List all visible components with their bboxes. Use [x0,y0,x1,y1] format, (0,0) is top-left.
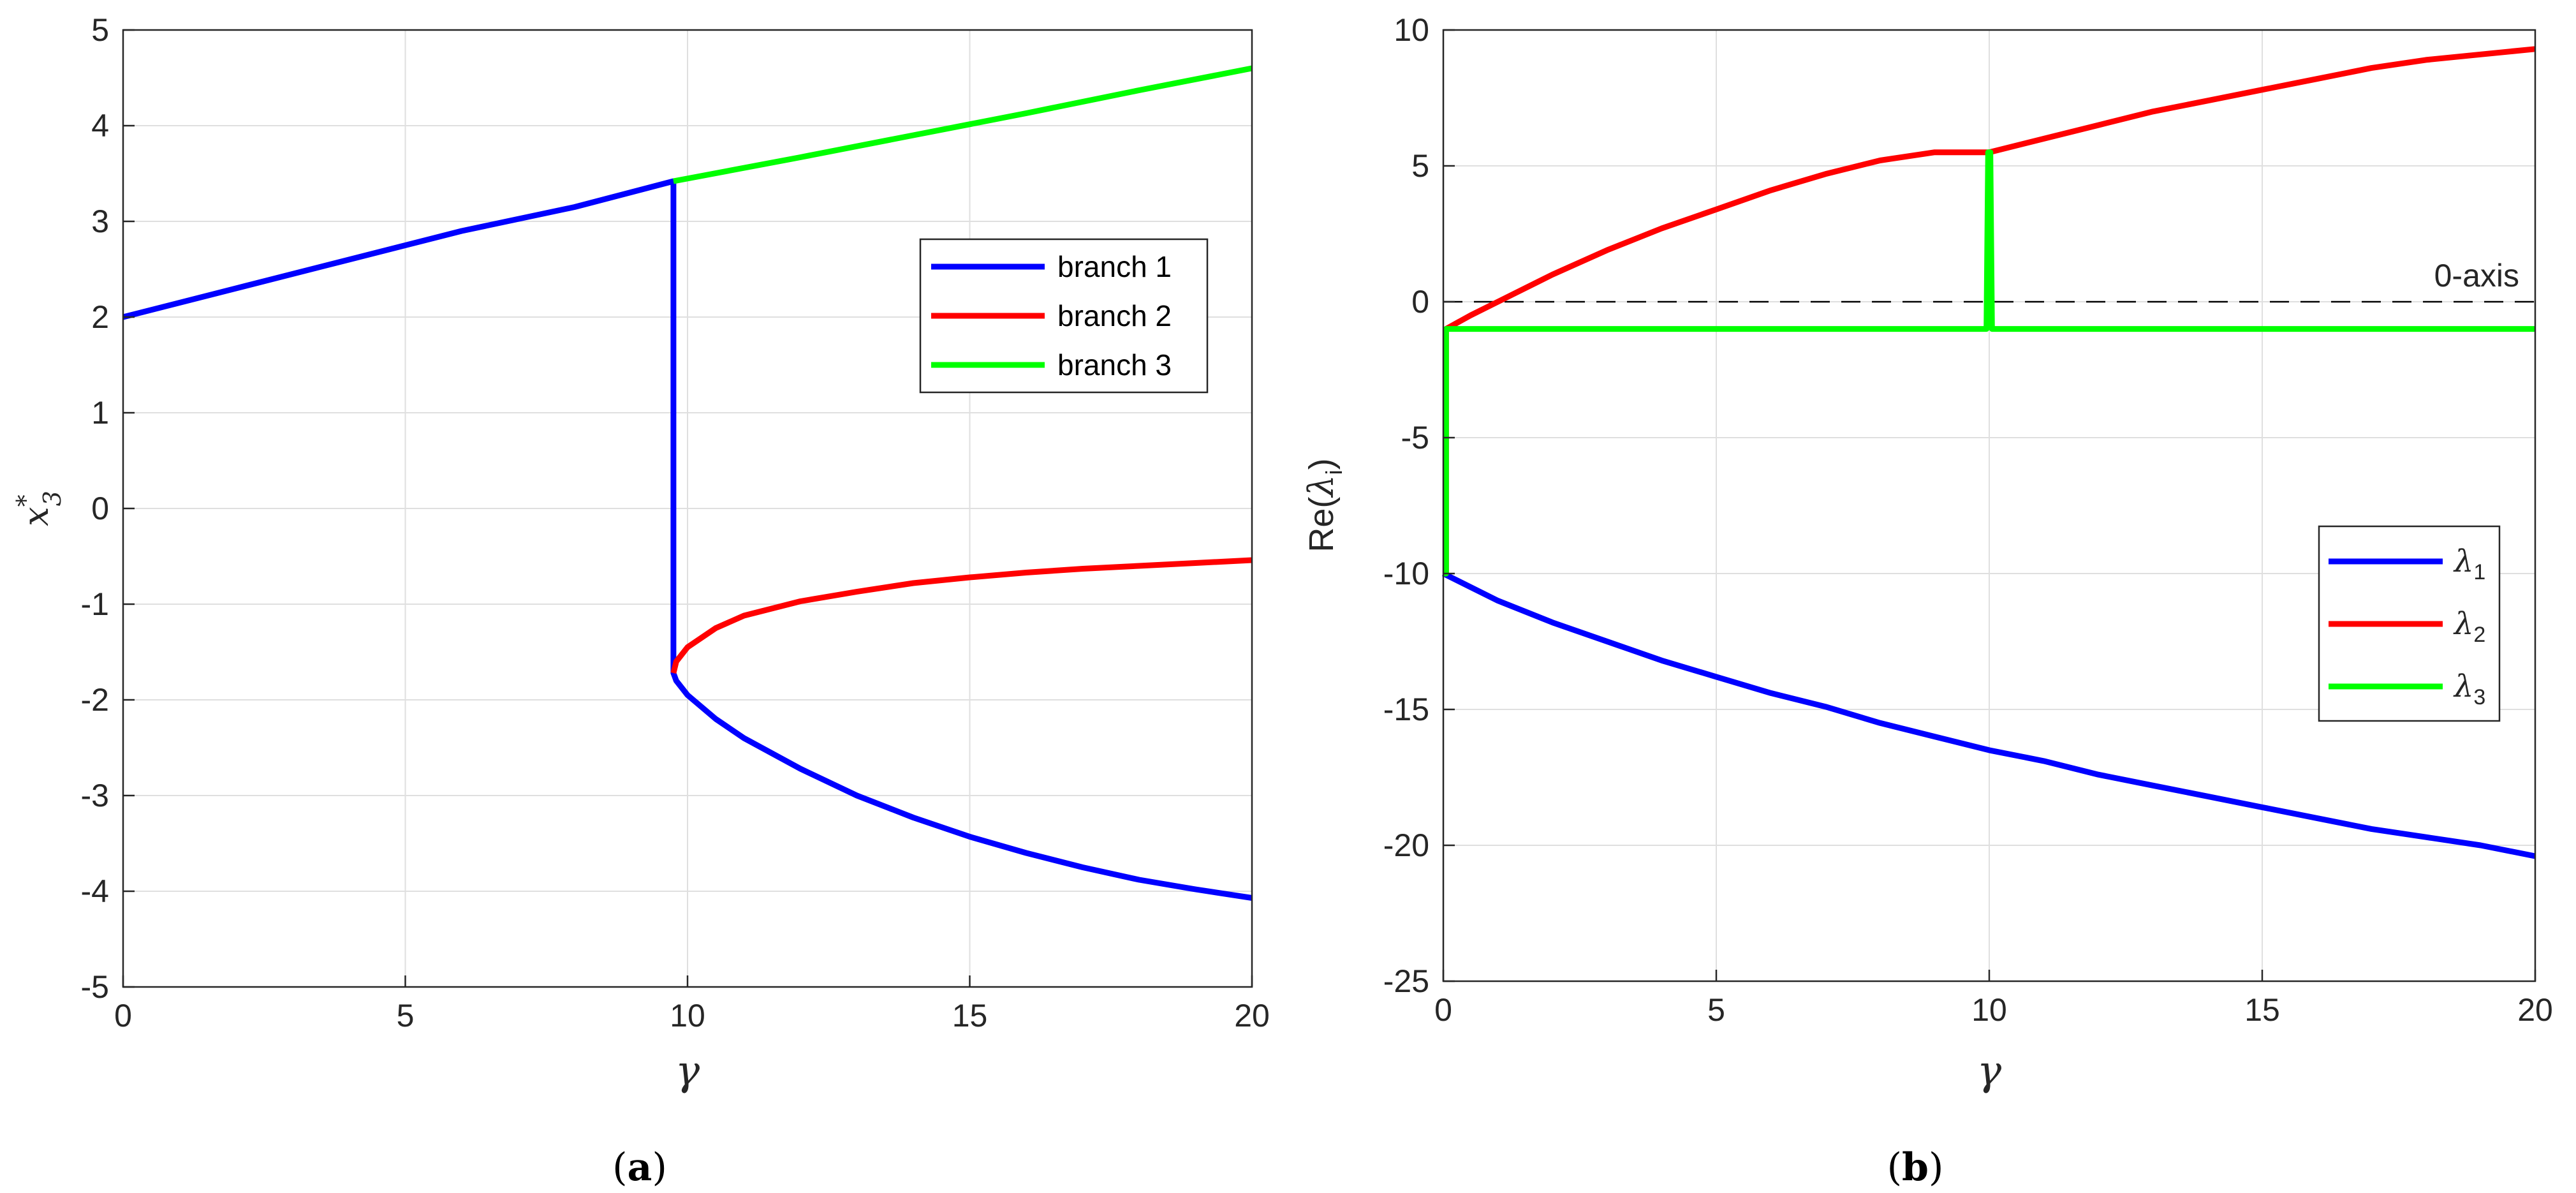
y-axis-label-b: Re(λi) [1301,458,1347,552]
series-line-branch-1 [122,178,1253,901]
panel-a: 0 5 10 15 20 -5 -4 -3 -2 -1 0 1 2 3 4 5 γ x*3 branch 1 … [11,12,1270,1190]
y-tick-label: -2 [81,682,109,718]
x-tick-label: 20 [1234,998,1270,1034]
tick-labels-b: 0 5 10 15 20 -25 -20 -15 -10 -5 0 5 10 [1383,12,2553,1028]
tick-labels-a: 0 5 10 15 20 -5 -4 -3 -2 -1 0 1 2 3 4 5 [81,12,1270,1034]
legend-label-lambda-2: λ2 [2453,606,2485,647]
grid-a [122,29,1253,988]
y-tick-label: -5 [1401,420,1429,456]
legend-label-branch-3: branch 3 [1057,348,1172,382]
y-tick-label: 1 [91,395,109,431]
x-tick-label: 20 [2517,992,2553,1028]
y-tick-label: -15 [1383,692,1429,727]
series-line-lambda-2 [1443,46,2536,577]
y-tick-label: 5 [1411,148,1429,184]
series-line-lambda-1 [1441,570,2536,859]
caption-b: (b) [1887,1145,1944,1190]
legend-label-branch-2: branch 2 [1057,299,1172,332]
x-tick-label: 15 [2244,992,2280,1028]
zero-axis-annotation: 0-axis [2434,258,2519,293]
x-tick-label: 10 [670,998,705,1034]
series-a [122,65,1253,901]
y-tick-label: 10 [1394,12,1429,48]
y-tick-label: -25 [1383,963,1429,999]
x-tick-label: 5 [1707,992,1725,1028]
legend-label-lambda-1: λ1 [2453,544,2485,584]
x-tick-label: 0 [1434,992,1452,1028]
y-tick-label: 3 [91,204,109,239]
x-tick-label: 0 [114,998,132,1034]
x-tick-label: 10 [1971,992,2007,1028]
series-line-branch-3 [673,65,1253,184]
y-tick-label: 5 [91,12,109,48]
y-tick-label: -20 [1383,827,1429,863]
panel-b: 0-axis 0 5 10 15 20 -25 -20 -15 -10 -5 0 5 10 γ Re(λ… [1301,12,2553,1190]
y-tick-label: -3 [81,778,109,813]
x-tick-label: 15 [952,998,988,1034]
y-tick-label: 0 [1411,284,1429,320]
legend-label-lambda-3: λ3 [2453,669,2485,709]
legend-b: λ1 λ2 λ3 [2318,525,2501,722]
y-tick-label: 0 [91,491,109,526]
caption-a: (a) [612,1145,667,1190]
x-tick-label: 5 [397,998,415,1034]
series-line-lambda-3 [1443,149,2535,577]
y-tick-label: 4 [91,108,109,144]
y-tick-label: -5 [81,969,109,1005]
y-tick-label: -4 [81,873,109,909]
series-line-branch-2 [670,557,1253,674]
legend-a: branch 1 branch 2 branch 3 [919,238,1209,394]
x-axis-label-b: γ [1977,1048,2002,1095]
series-b [1441,46,2536,859]
x-axis-label-a: γ [675,1048,700,1095]
y-tick-label: 2 [91,299,109,335]
legend-label-branch-1: branch 1 [1057,250,1172,283]
y-tick-label: -10 [1383,556,1429,591]
y-axis-label-a: x*3 [11,491,66,526]
y-tick-label: -1 [81,586,109,622]
